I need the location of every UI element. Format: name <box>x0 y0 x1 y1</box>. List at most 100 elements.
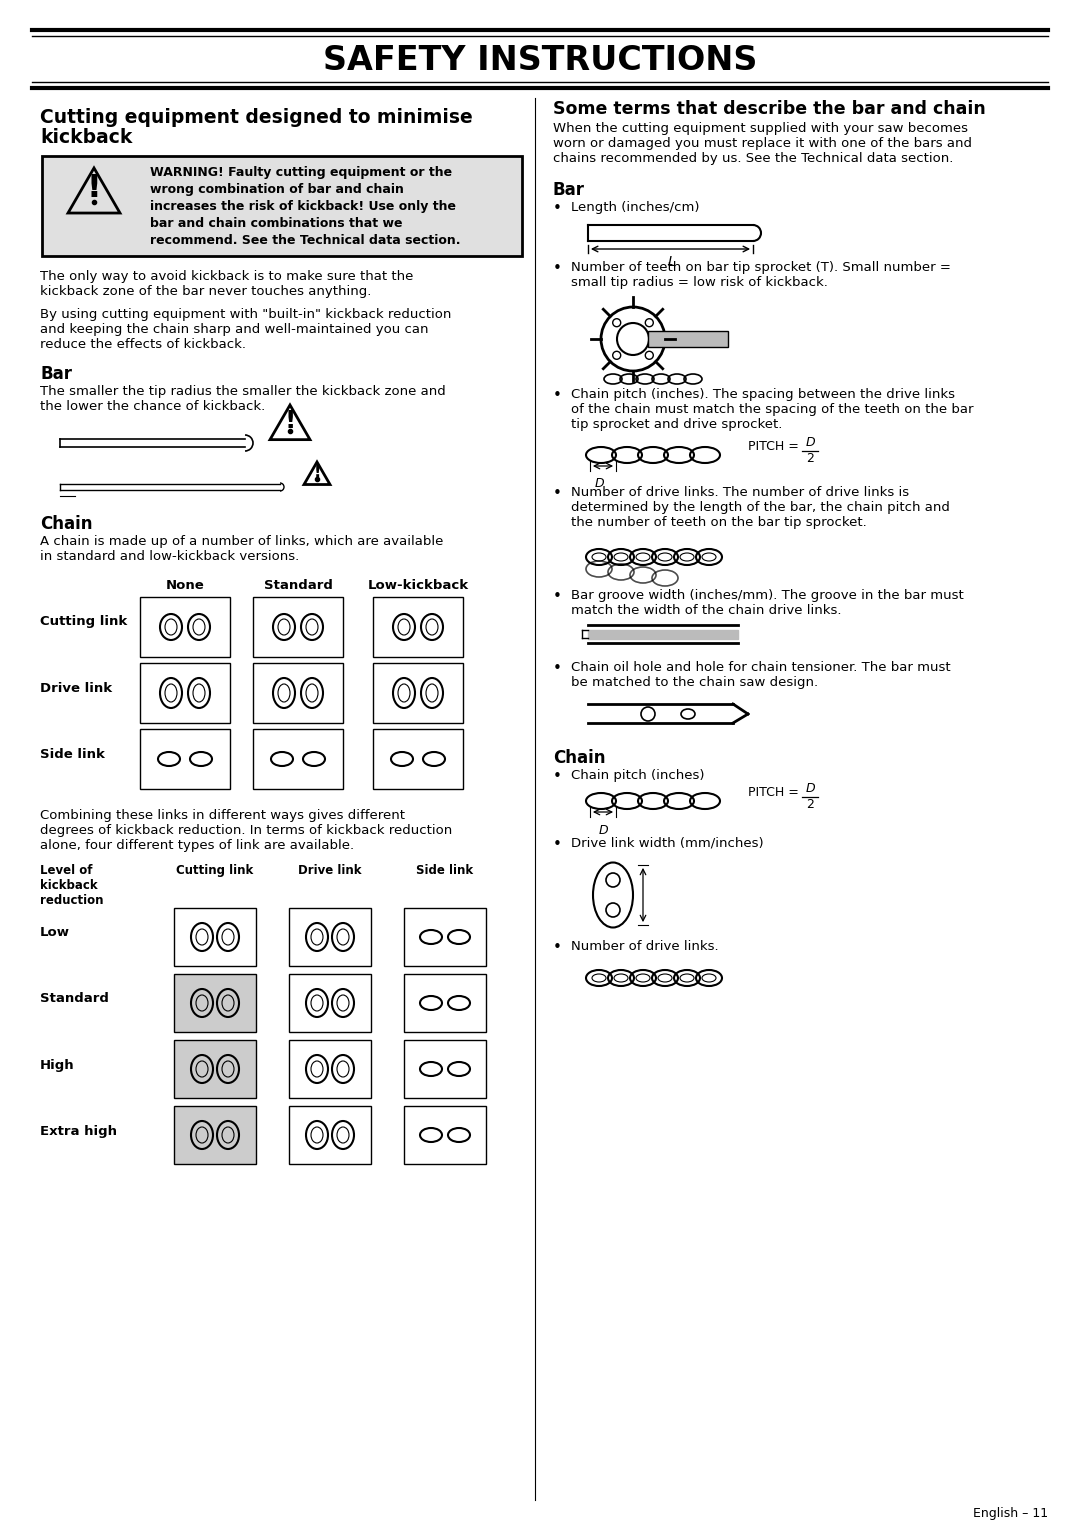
Text: None: None <box>165 579 204 591</box>
Text: Standard: Standard <box>264 579 333 591</box>
Text: !: ! <box>313 465 321 480</box>
Text: Number of drive links.: Number of drive links. <box>571 940 718 953</box>
Text: Cutting equipment designed to minimise: Cutting equipment designed to minimise <box>40 108 473 127</box>
Text: Drive link width (mm/inches): Drive link width (mm/inches) <box>571 837 764 850</box>
Text: Number of drive links. The number of drive links is: Number of drive links. The number of dri… <box>571 486 909 500</box>
Text: increases the risk of kickback! Use only the: increases the risk of kickback! Use only… <box>150 200 456 212</box>
Text: •: • <box>553 662 562 675</box>
Text: SAFETY INSTRUCTIONS: SAFETY INSTRUCTIONS <box>323 43 757 76</box>
Circle shape <box>606 872 620 886</box>
FancyBboxPatch shape <box>373 663 463 723</box>
Text: •: • <box>553 261 562 277</box>
Text: •: • <box>553 940 562 955</box>
FancyBboxPatch shape <box>253 729 343 788</box>
Text: Bar groove width (inches/mm). The groove in the bar must: Bar groove width (inches/mm). The groove… <box>571 588 963 602</box>
Text: Chain: Chain <box>40 515 93 533</box>
FancyBboxPatch shape <box>253 597 343 657</box>
Text: determined by the length of the bar, the chain pitch and: determined by the length of the bar, the… <box>571 501 950 513</box>
FancyBboxPatch shape <box>289 1106 372 1164</box>
Text: Bar: Bar <box>553 180 585 199</box>
Text: Combining these links in different ways gives different: Combining these links in different ways … <box>40 808 405 822</box>
Text: Low: Low <box>40 926 70 940</box>
Text: •: • <box>553 388 562 403</box>
Text: Length (inches/cm): Length (inches/cm) <box>571 202 700 214</box>
Text: worn or damaged you must replace it with one of the bars and: worn or damaged you must replace it with… <box>553 138 972 150</box>
Text: •: • <box>553 837 562 853</box>
FancyBboxPatch shape <box>140 597 230 657</box>
Ellipse shape <box>593 862 633 927</box>
Text: Side link: Side link <box>40 747 105 761</box>
Text: of the chain must match the spacing of the teeth on the bar: of the chain must match the spacing of t… <box>571 403 973 416</box>
Text: in standard and low-kickback versions.: in standard and low-kickback versions. <box>40 550 299 562</box>
Text: •: • <box>553 202 562 215</box>
Text: !: ! <box>284 408 296 432</box>
Text: Low-kickback: Low-kickback <box>367 579 469 591</box>
Text: A chain is made up of a number of links, which are available: A chain is made up of a number of links,… <box>40 535 444 549</box>
Text: D: D <box>594 477 604 490</box>
Text: Chain oil hole and hole for chain tensioner. The bar must: Chain oil hole and hole for chain tensio… <box>571 662 950 674</box>
Text: small tip radius = low risk of kickback.: small tip radius = low risk of kickback. <box>571 277 828 289</box>
Circle shape <box>612 319 621 327</box>
FancyBboxPatch shape <box>174 1106 256 1164</box>
Text: reduce the effects of kickback.: reduce the effects of kickback. <box>40 338 246 351</box>
FancyBboxPatch shape <box>404 1041 486 1099</box>
Text: D: D <box>598 824 608 837</box>
Circle shape <box>617 322 649 354</box>
Text: Chain pitch (inches). The spacing between the drive links: Chain pitch (inches). The spacing betwee… <box>571 388 955 400</box>
Text: !: ! <box>86 173 102 203</box>
Text: wrong combination of bar and chain: wrong combination of bar and chain <box>150 183 404 196</box>
FancyBboxPatch shape <box>140 729 230 788</box>
FancyBboxPatch shape <box>289 908 372 966</box>
Text: alone, four different types of link are available.: alone, four different types of link are … <box>40 839 354 853</box>
Circle shape <box>642 707 654 721</box>
FancyBboxPatch shape <box>253 663 343 723</box>
Text: Drive link: Drive link <box>298 863 362 877</box>
Text: match the width of the chain drive links.: match the width of the chain drive links… <box>571 604 841 617</box>
Text: L: L <box>667 255 675 269</box>
Text: 2: 2 <box>806 451 814 465</box>
Text: the number of teeth on the bar tip sprocket.: the number of teeth on the bar tip sproc… <box>571 516 867 529</box>
Text: bar and chain combinations that we: bar and chain combinations that we <box>150 217 403 231</box>
Text: the lower the chance of kickback.: the lower the chance of kickback. <box>40 400 266 413</box>
Text: 2: 2 <box>806 798 814 810</box>
Text: PITCH =: PITCH = <box>748 787 802 799</box>
Circle shape <box>645 319 653 327</box>
Text: Drive link: Drive link <box>40 681 112 695</box>
FancyBboxPatch shape <box>140 663 230 723</box>
Text: be matched to the chain saw design.: be matched to the chain saw design. <box>571 675 819 689</box>
Ellipse shape <box>681 709 696 720</box>
FancyBboxPatch shape <box>373 597 463 657</box>
Circle shape <box>612 351 621 359</box>
FancyBboxPatch shape <box>404 973 486 1031</box>
FancyBboxPatch shape <box>174 973 256 1031</box>
FancyBboxPatch shape <box>174 908 256 966</box>
Circle shape <box>606 903 620 917</box>
Text: Extra high: Extra high <box>40 1125 117 1137</box>
Text: •: • <box>553 588 562 604</box>
Text: D: D <box>806 782 814 796</box>
Text: recommend. See the Technical data section.: recommend. See the Technical data sectio… <box>150 234 460 248</box>
FancyBboxPatch shape <box>42 156 522 257</box>
Text: Chain: Chain <box>553 749 606 767</box>
Text: By using cutting equipment with "built-in" kickback reduction: By using cutting equipment with "built-i… <box>40 309 451 321</box>
Circle shape <box>645 351 653 359</box>
Text: chains recommended by us. See the Technical data section.: chains recommended by us. See the Techni… <box>553 151 954 165</box>
Text: Bar: Bar <box>40 365 72 384</box>
Text: The only way to avoid kickback is to make sure that the: The only way to avoid kickback is to mak… <box>40 270 414 283</box>
FancyBboxPatch shape <box>289 1041 372 1099</box>
Text: D: D <box>806 437 814 449</box>
Text: kickback zone of the bar never touches anything.: kickback zone of the bar never touches a… <box>40 286 372 298</box>
Text: Side link: Side link <box>417 863 473 877</box>
Text: Cutting link: Cutting link <box>40 616 127 628</box>
Text: Some terms that describe the bar and chain: Some terms that describe the bar and cha… <box>553 99 986 118</box>
Text: Level of
kickback
reduction: Level of kickback reduction <box>40 863 104 908</box>
FancyBboxPatch shape <box>174 1041 256 1099</box>
Text: High: High <box>40 1059 75 1071</box>
Polygon shape <box>648 332 728 347</box>
Text: kickback: kickback <box>40 128 133 147</box>
Text: •: • <box>553 486 562 501</box>
FancyBboxPatch shape <box>404 1106 486 1164</box>
Text: tip sprocket and drive sprocket.: tip sprocket and drive sprocket. <box>571 419 782 431</box>
Text: PITCH =: PITCH = <box>748 440 802 454</box>
Text: degrees of kickback reduction. In terms of kickback reduction: degrees of kickback reduction. In terms … <box>40 824 453 837</box>
